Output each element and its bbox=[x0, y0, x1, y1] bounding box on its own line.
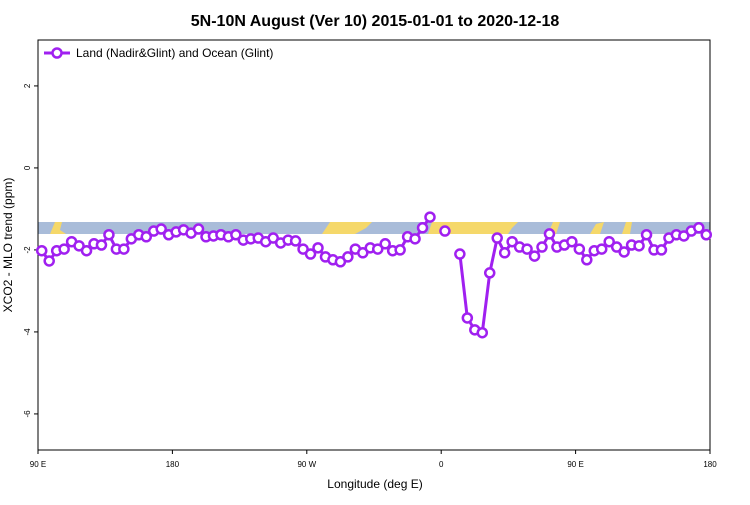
data-point bbox=[35, 244, 48, 257]
y-tick-label: -2 bbox=[23, 246, 32, 254]
data-point bbox=[700, 229, 713, 241]
data-point bbox=[633, 240, 645, 252]
data-point bbox=[140, 231, 153, 243]
legend-marker bbox=[51, 47, 63, 59]
y-tick-label: -6 bbox=[23, 410, 32, 418]
land-patch bbox=[322, 222, 372, 234]
data-point bbox=[58, 243, 70, 255]
y-axis-label: XCO2 - MLO trend (ppm) bbox=[1, 178, 15, 313]
data-point bbox=[543, 228, 556, 240]
data-point bbox=[95, 239, 108, 251]
land-patch bbox=[622, 222, 632, 234]
x-tick-label: 90 E bbox=[30, 460, 46, 469]
data-point bbox=[461, 312, 474, 324]
data-point bbox=[640, 229, 653, 241]
data-point bbox=[80, 244, 93, 257]
data-point bbox=[43, 255, 55, 267]
data-point bbox=[528, 250, 541, 262]
ocean-band bbox=[38, 222, 710, 234]
data-point bbox=[394, 244, 406, 256]
data-point bbox=[655, 244, 668, 256]
y-tick-label: -4 bbox=[23, 328, 32, 336]
data-point bbox=[379, 238, 391, 250]
data-point bbox=[230, 229, 242, 241]
data-point bbox=[521, 243, 533, 255]
data-point bbox=[312, 242, 324, 254]
x-tick-label: 180 bbox=[703, 460, 717, 469]
land-patch bbox=[590, 222, 604, 234]
data-point bbox=[476, 326, 489, 339]
x-tick-label: 180 bbox=[166, 460, 180, 469]
data-point bbox=[506, 235, 518, 248]
data-point bbox=[424, 211, 436, 223]
data-point bbox=[566, 235, 578, 248]
y-tick-label: 0 bbox=[23, 165, 32, 170]
x-tick-label: 90 W bbox=[297, 460, 316, 469]
data-point bbox=[192, 223, 205, 235]
data-point bbox=[416, 222, 429, 234]
data-point bbox=[103, 229, 115, 241]
data-point bbox=[289, 235, 302, 247]
chart-title: 5N-10N August (Ver 10) 2015-01-01 to 202… bbox=[191, 13, 560, 30]
plot-frame bbox=[37, 39, 711, 451]
data-point bbox=[498, 247, 511, 259]
data-point bbox=[439, 225, 451, 237]
data-point bbox=[595, 243, 608, 255]
data-point bbox=[304, 248, 317, 260]
data-point bbox=[483, 267, 496, 279]
data-point bbox=[536, 241, 548, 253]
y-tick-label: 2 bbox=[23, 83, 32, 88]
data-point bbox=[409, 233, 421, 245]
series-line bbox=[458, 226, 708, 335]
data-point bbox=[693, 222, 705, 234]
data-point bbox=[155, 223, 167, 235]
data-point bbox=[491, 232, 503, 244]
data-point bbox=[603, 235, 615, 248]
land-patch bbox=[50, 222, 66, 234]
x-tick-label: 90 E bbox=[567, 460, 583, 469]
data-point bbox=[618, 246, 630, 258]
x-tick-label: 0 bbox=[439, 460, 444, 469]
data-point bbox=[573, 243, 586, 255]
legend-label: Land (Nadir&Glint) and Ocean (Glint) bbox=[76, 46, 273, 60]
data-point bbox=[581, 254, 593, 266]
data-point bbox=[118, 243, 130, 255]
legend: Land (Nadir&Glint) and Ocean (Glint) bbox=[44, 46, 273, 60]
data-point bbox=[371, 243, 384, 255]
data-point bbox=[342, 251, 354, 263]
x-axis-label: Longitude (deg E) bbox=[327, 477, 422, 491]
data-point bbox=[454, 248, 466, 260]
